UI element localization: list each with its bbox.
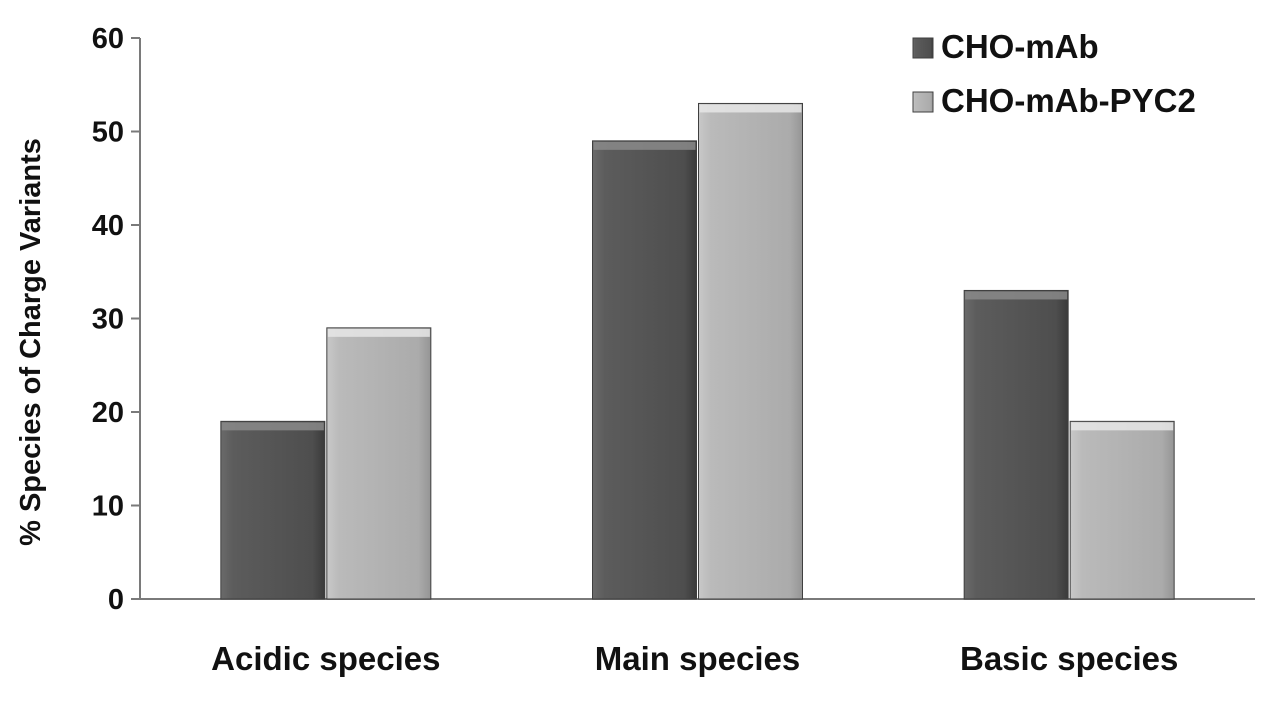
bar [963,289,1069,600]
x-tick-label: Main species [595,640,800,677]
bar [592,140,697,600]
legend-item: CHO-mAb-PYC2 [912,82,1196,119]
y-tick-label: 20 [92,397,124,429]
bar-bevel [965,291,1068,300]
legend: CHO-mAb CHO-mAb-PYC2 [912,28,1196,119]
y-tick-label: 60 [92,23,124,55]
bar-bevel [221,422,324,431]
y-tick-label: 10 [92,491,124,523]
bar [1069,420,1175,600]
bar-bevel [1071,422,1174,431]
x-tick-label: Acidic species [211,640,440,677]
legend-label: CHO-mAb-PYC2 [941,82,1196,119]
y-tick-label: 50 [92,117,124,149]
bar-body [592,140,697,600]
bar [220,420,326,600]
bar-body [220,420,326,600]
bars [220,102,1175,600]
legend-swatch [912,37,934,59]
bar-bevel [699,104,802,113]
bar-body [326,327,432,600]
bar-body [1069,420,1175,600]
bar-bevel [593,141,696,150]
bar [326,327,432,600]
x-tick-labels: Acidic species Main species Basic species [211,640,1178,677]
legend-label: CHO-mAb [941,28,1099,65]
bar-body [698,102,803,600]
y-tick-label: 0 [108,584,124,616]
y-axis-label: % Species of Charge Variants [15,138,47,546]
bar-body [963,289,1069,600]
y-tick-label: 30 [92,304,124,336]
legend-item: CHO-mAb [912,28,1099,65]
x-tick-label: Basic species [960,640,1178,677]
bar [698,102,803,600]
bar-bevel [327,328,430,337]
y-tick-label: 40 [92,210,124,242]
legend-swatch [912,91,934,113]
